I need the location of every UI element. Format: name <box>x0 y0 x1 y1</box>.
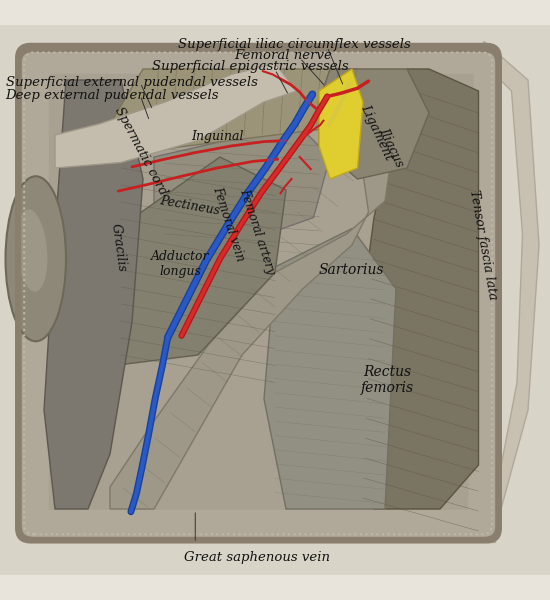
Polygon shape <box>110 69 396 509</box>
Text: Gracilis: Gracilis <box>108 223 128 273</box>
Text: Tensor fascia lata: Tensor fascia lata <box>467 189 499 301</box>
Text: Femoral artery: Femoral artery <box>238 187 277 276</box>
Polygon shape <box>44 80 143 509</box>
Text: Rectus
femoris: Rectus femoris <box>361 365 414 395</box>
Polygon shape <box>55 64 297 168</box>
Text: Ligament: Ligament <box>358 103 395 162</box>
Text: Sartorius: Sartorius <box>318 263 384 277</box>
Polygon shape <box>0 25 550 575</box>
Polygon shape <box>264 229 396 509</box>
Text: Superficial epigastric vessels: Superficial epigastric vessels <box>152 60 349 73</box>
Text: Pectineus: Pectineus <box>158 194 221 217</box>
Polygon shape <box>110 69 385 151</box>
FancyBboxPatch shape <box>19 50 498 539</box>
Text: Deep external pudendal vessels: Deep external pudendal vessels <box>6 89 219 102</box>
Ellipse shape <box>6 176 66 341</box>
Polygon shape <box>28 498 495 542</box>
Polygon shape <box>50 74 473 509</box>
Text: Adductor
longus: Adductor longus <box>151 250 210 278</box>
Polygon shape <box>319 69 429 179</box>
Polygon shape <box>154 124 330 245</box>
Text: Iliacus: Iliacus <box>377 125 406 169</box>
Text: Spermatic cord: Spermatic cord <box>112 105 169 198</box>
Polygon shape <box>352 69 478 509</box>
Text: Superficial iliac circumflex vessels: Superficial iliac circumflex vessels <box>178 38 411 51</box>
Ellipse shape <box>16 209 47 292</box>
Text: Great saphenous vein: Great saphenous vein <box>184 551 330 564</box>
Text: Superficial external pudendal vessels: Superficial external pudendal vessels <box>6 76 257 89</box>
Text: Femoral nerve: Femoral nerve <box>234 49 332 62</box>
Polygon shape <box>451 41 539 542</box>
Text: Inguinal: Inguinal <box>191 130 244 143</box>
Text: Femoral vein: Femoral vein <box>210 185 246 263</box>
Polygon shape <box>319 69 363 179</box>
Polygon shape <box>110 157 286 366</box>
